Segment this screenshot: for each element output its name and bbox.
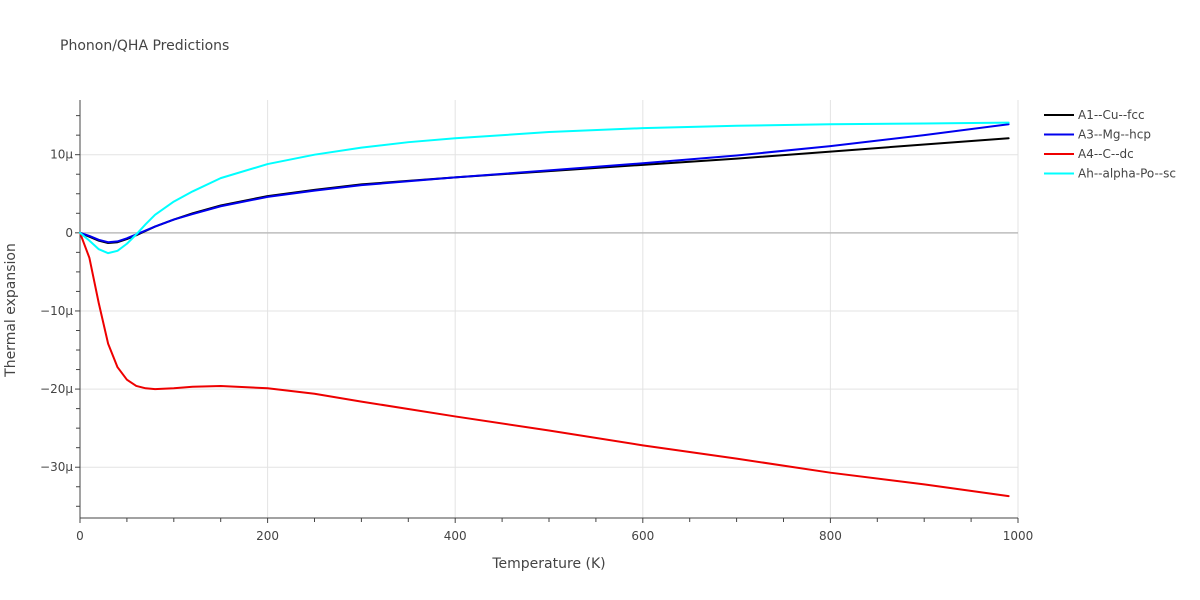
series-line-A3--Mg--hcp[interactable] xyxy=(79,123,1010,244)
legend-item[interactable]: A1--Cu--fcc xyxy=(1044,108,1145,122)
legend-label: A4--C--dc xyxy=(1078,147,1134,161)
x-tick-label: 600 xyxy=(631,529,654,543)
y-tick-label: −10µ xyxy=(40,304,73,318)
legend-item[interactable]: Ah--alpha-Po--sc xyxy=(1044,167,1176,181)
x-tick-label: 1000 xyxy=(1003,529,1034,543)
y-tick-label: 10µ xyxy=(50,148,73,162)
y-tick-label: −20µ xyxy=(40,382,73,396)
axes xyxy=(75,100,1019,523)
legend-label: A1--Cu--fcc xyxy=(1078,108,1145,122)
legend-label: Ah--alpha-Po--sc xyxy=(1078,167,1176,181)
legend-item[interactable]: A4--C--dc xyxy=(1044,147,1134,161)
legend[interactable]: A1--Cu--fcc A3--Mg--hcp A4--C--dc Ah--alpha… xyxy=(1044,108,1176,181)
x-tick-label: 400 xyxy=(444,529,467,543)
grid xyxy=(80,100,1019,518)
x-axis-title: Temperature (K) xyxy=(491,556,605,572)
x-tick-label: 800 xyxy=(819,529,842,543)
series-line-A4--C--dc[interactable] xyxy=(79,231,1010,498)
legend-item[interactable]: A3--Mg--hcp xyxy=(1044,128,1151,142)
plot-area xyxy=(79,121,1010,498)
y-tick-label: 0 xyxy=(65,226,73,240)
series-line-A1--Cu--fcc[interactable] xyxy=(79,137,1010,244)
x-tick-label: 0 xyxy=(76,529,84,543)
x-tick-label: 200 xyxy=(256,529,279,543)
series-line-Ah--alpha-Po--sc[interactable] xyxy=(79,121,1010,255)
chart-title: Phonon/QHA Predictions xyxy=(60,38,229,54)
legend-label: A3--Mg--hcp xyxy=(1078,128,1151,142)
y-tick-label: −30µ xyxy=(40,460,73,474)
y-axis-title: Thermal expansion xyxy=(3,243,19,378)
tick-labels: 0 200 400 600 800 1000 −30µ −20µ −10µ 0 10µ xyxy=(40,148,1033,543)
